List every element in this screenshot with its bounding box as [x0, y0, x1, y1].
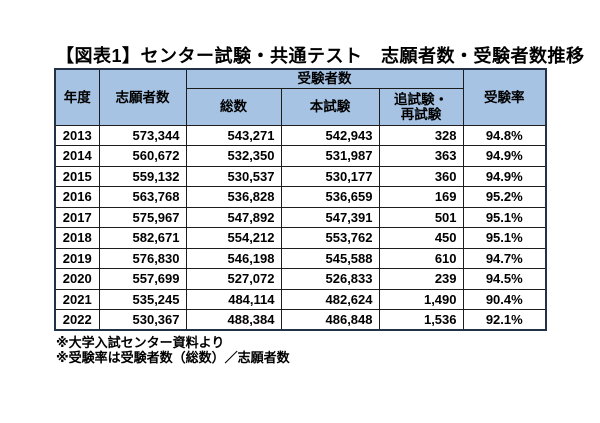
makeup-label-line1: 追試験・: [394, 91, 448, 107]
col-header-main-exam: 本試験: [280, 87, 380, 126]
year-cell: 2014: [54, 145, 100, 167]
header-row-2: 総数 本試験 追試験・ 再試験: [55, 87, 546, 126]
main-exam-cell: 553,762: [280, 227, 380, 249]
table-row: 2021 535,245 484,114 482,624 1,490 90.4%: [54, 288, 547, 310]
applicants-cell: 563,768: [98, 186, 187, 208]
total-cell: 530,537: [185, 165, 282, 187]
total-cell: 484,114: [185, 288, 282, 310]
main-exam-cell: 486,848: [280, 309, 380, 331]
makeup-cell: 363: [378, 145, 464, 167]
col-header-total: 総数: [185, 87, 282, 126]
applicants-cell: 573,344: [98, 124, 187, 146]
main-exam-cell: 547,391: [280, 206, 380, 228]
header-row-1: 年度 志願者数 受験者数 受験率: [54, 68, 547, 126]
year-cell: 2018: [54, 227, 100, 249]
main-exam-cell: 526,833: [280, 268, 380, 290]
col-header-examinees-group: 受験者数: [185, 68, 464, 89]
year-cell: 2013: [54, 124, 100, 146]
table-header: 年度 志願者数 受験者数 受験率 総数 本試験 追試験・ 再試験: [54, 68, 547, 126]
rate-cell: 90.4%: [462, 288, 547, 310]
applicants-cell: 530,367: [98, 309, 187, 331]
total-cell: 488,384: [185, 309, 282, 331]
total-cell: 543,271: [185, 124, 282, 146]
main-exam-cell: 545,588: [280, 247, 380, 269]
year-cell: 2022: [54, 309, 100, 331]
makeup-label-line2: 再試験: [400, 106, 442, 122]
col-header-applicants: 志願者数: [98, 68, 187, 126]
year-cell: 2021: [54, 288, 100, 310]
rate-cell: 95.2%: [462, 186, 547, 208]
rate-cell: 94.7%: [462, 247, 547, 269]
makeup-cell: 169: [378, 186, 464, 208]
makeup-cell: 610: [378, 247, 464, 269]
main-exam-cell: 482,624: [280, 288, 380, 310]
year-cell: 2016: [54, 186, 100, 208]
col-header-makeup-exam: 追試験・ 再試験: [378, 87, 464, 126]
applicants-cell: 576,830: [98, 247, 187, 269]
total-cell: 546,198: [185, 247, 282, 269]
rate-cell: 95.1%: [462, 227, 547, 249]
table-row: 2018 582,671 554,212 553,762 450 95.1%: [54, 227, 547, 249]
rate-cell: 94.9%: [462, 165, 547, 187]
makeup-cell: 360: [378, 165, 464, 187]
table-row: 2020 557,699 527,072 526,833 239 94.5%: [54, 268, 547, 290]
rate-cell: 95.1%: [462, 206, 547, 228]
table-row: 2014 560,672 532,350 531,987 363 94.9%: [54, 145, 547, 167]
applicants-cell: 559,132: [98, 165, 187, 187]
footnote-source: ※大学入試センター資料より: [56, 335, 225, 350]
rate-cell: 94.5%: [462, 268, 547, 290]
total-cell: 536,828: [185, 186, 282, 208]
table-body: 2013 573,344 543,271 542,943 328 94.8% 2014 560…: [54, 124, 547, 331]
makeup-cell: 450: [378, 227, 464, 249]
rate-cell: 94.9%: [462, 145, 547, 167]
applicants-cell: 560,672: [98, 145, 187, 167]
makeup-cell: 1,536: [378, 309, 464, 331]
applicants-cell: 575,967: [98, 206, 187, 228]
table-row: 2015 559,132 530,537 530,177 360 94.9%: [54, 165, 547, 187]
table-row: 2019 576,830 546,198 545,588 610 94.7%: [54, 247, 547, 269]
year-cell: 2020: [54, 268, 100, 290]
applicants-cell: 582,671: [98, 227, 187, 249]
rate-cell: 94.8%: [462, 124, 547, 146]
year-cell: 2015: [54, 165, 100, 187]
total-cell: 554,212: [185, 227, 282, 249]
main-exam-cell: 542,943: [280, 124, 380, 146]
applicants-cell: 557,699: [98, 268, 187, 290]
applicants-cell: 535,245: [98, 288, 187, 310]
data-table: 年度 志願者数 受験者数 受験率 総数 本試験 追試験・ 再試験 2013 573…: [54, 68, 548, 331]
makeup-cell: 328: [378, 124, 464, 146]
total-cell: 527,072: [185, 268, 282, 290]
rate-cell: 92.1%: [462, 309, 547, 331]
main-exam-cell: 530,177: [280, 165, 380, 187]
makeup-cell: 1,490: [378, 288, 464, 310]
col-header-year: 年度: [54, 68, 100, 126]
figure-title: 【図表1】センター試験・共通テスト 志願者数・受験者数推移: [56, 46, 585, 66]
total-cell: 547,892: [185, 206, 282, 228]
year-cell: 2019: [54, 247, 100, 269]
total-cell: 532,350: [185, 145, 282, 167]
table-row: 2017 575,967 547,892 547,391 501 95.1%: [54, 206, 547, 228]
year-cell: 2017: [54, 206, 100, 228]
main-exam-cell: 536,659: [280, 186, 380, 208]
makeup-cell: 501: [378, 206, 464, 228]
table-row: 2013 573,344 543,271 542,943 328 94.8%: [54, 124, 547, 146]
main-exam-cell: 531,987: [280, 145, 380, 167]
table-row: 2016 563,768 536,828 536,659 169 95.2%: [54, 186, 547, 208]
makeup-cell: 239: [378, 268, 464, 290]
table-row: 2022 530,367 488,384 486,848 1,536 92.1%: [54, 309, 547, 331]
col-header-rate: 受験率: [462, 68, 547, 126]
footnote-formula: ※受験率は受験者数（総数）／志願者数: [56, 350, 290, 365]
